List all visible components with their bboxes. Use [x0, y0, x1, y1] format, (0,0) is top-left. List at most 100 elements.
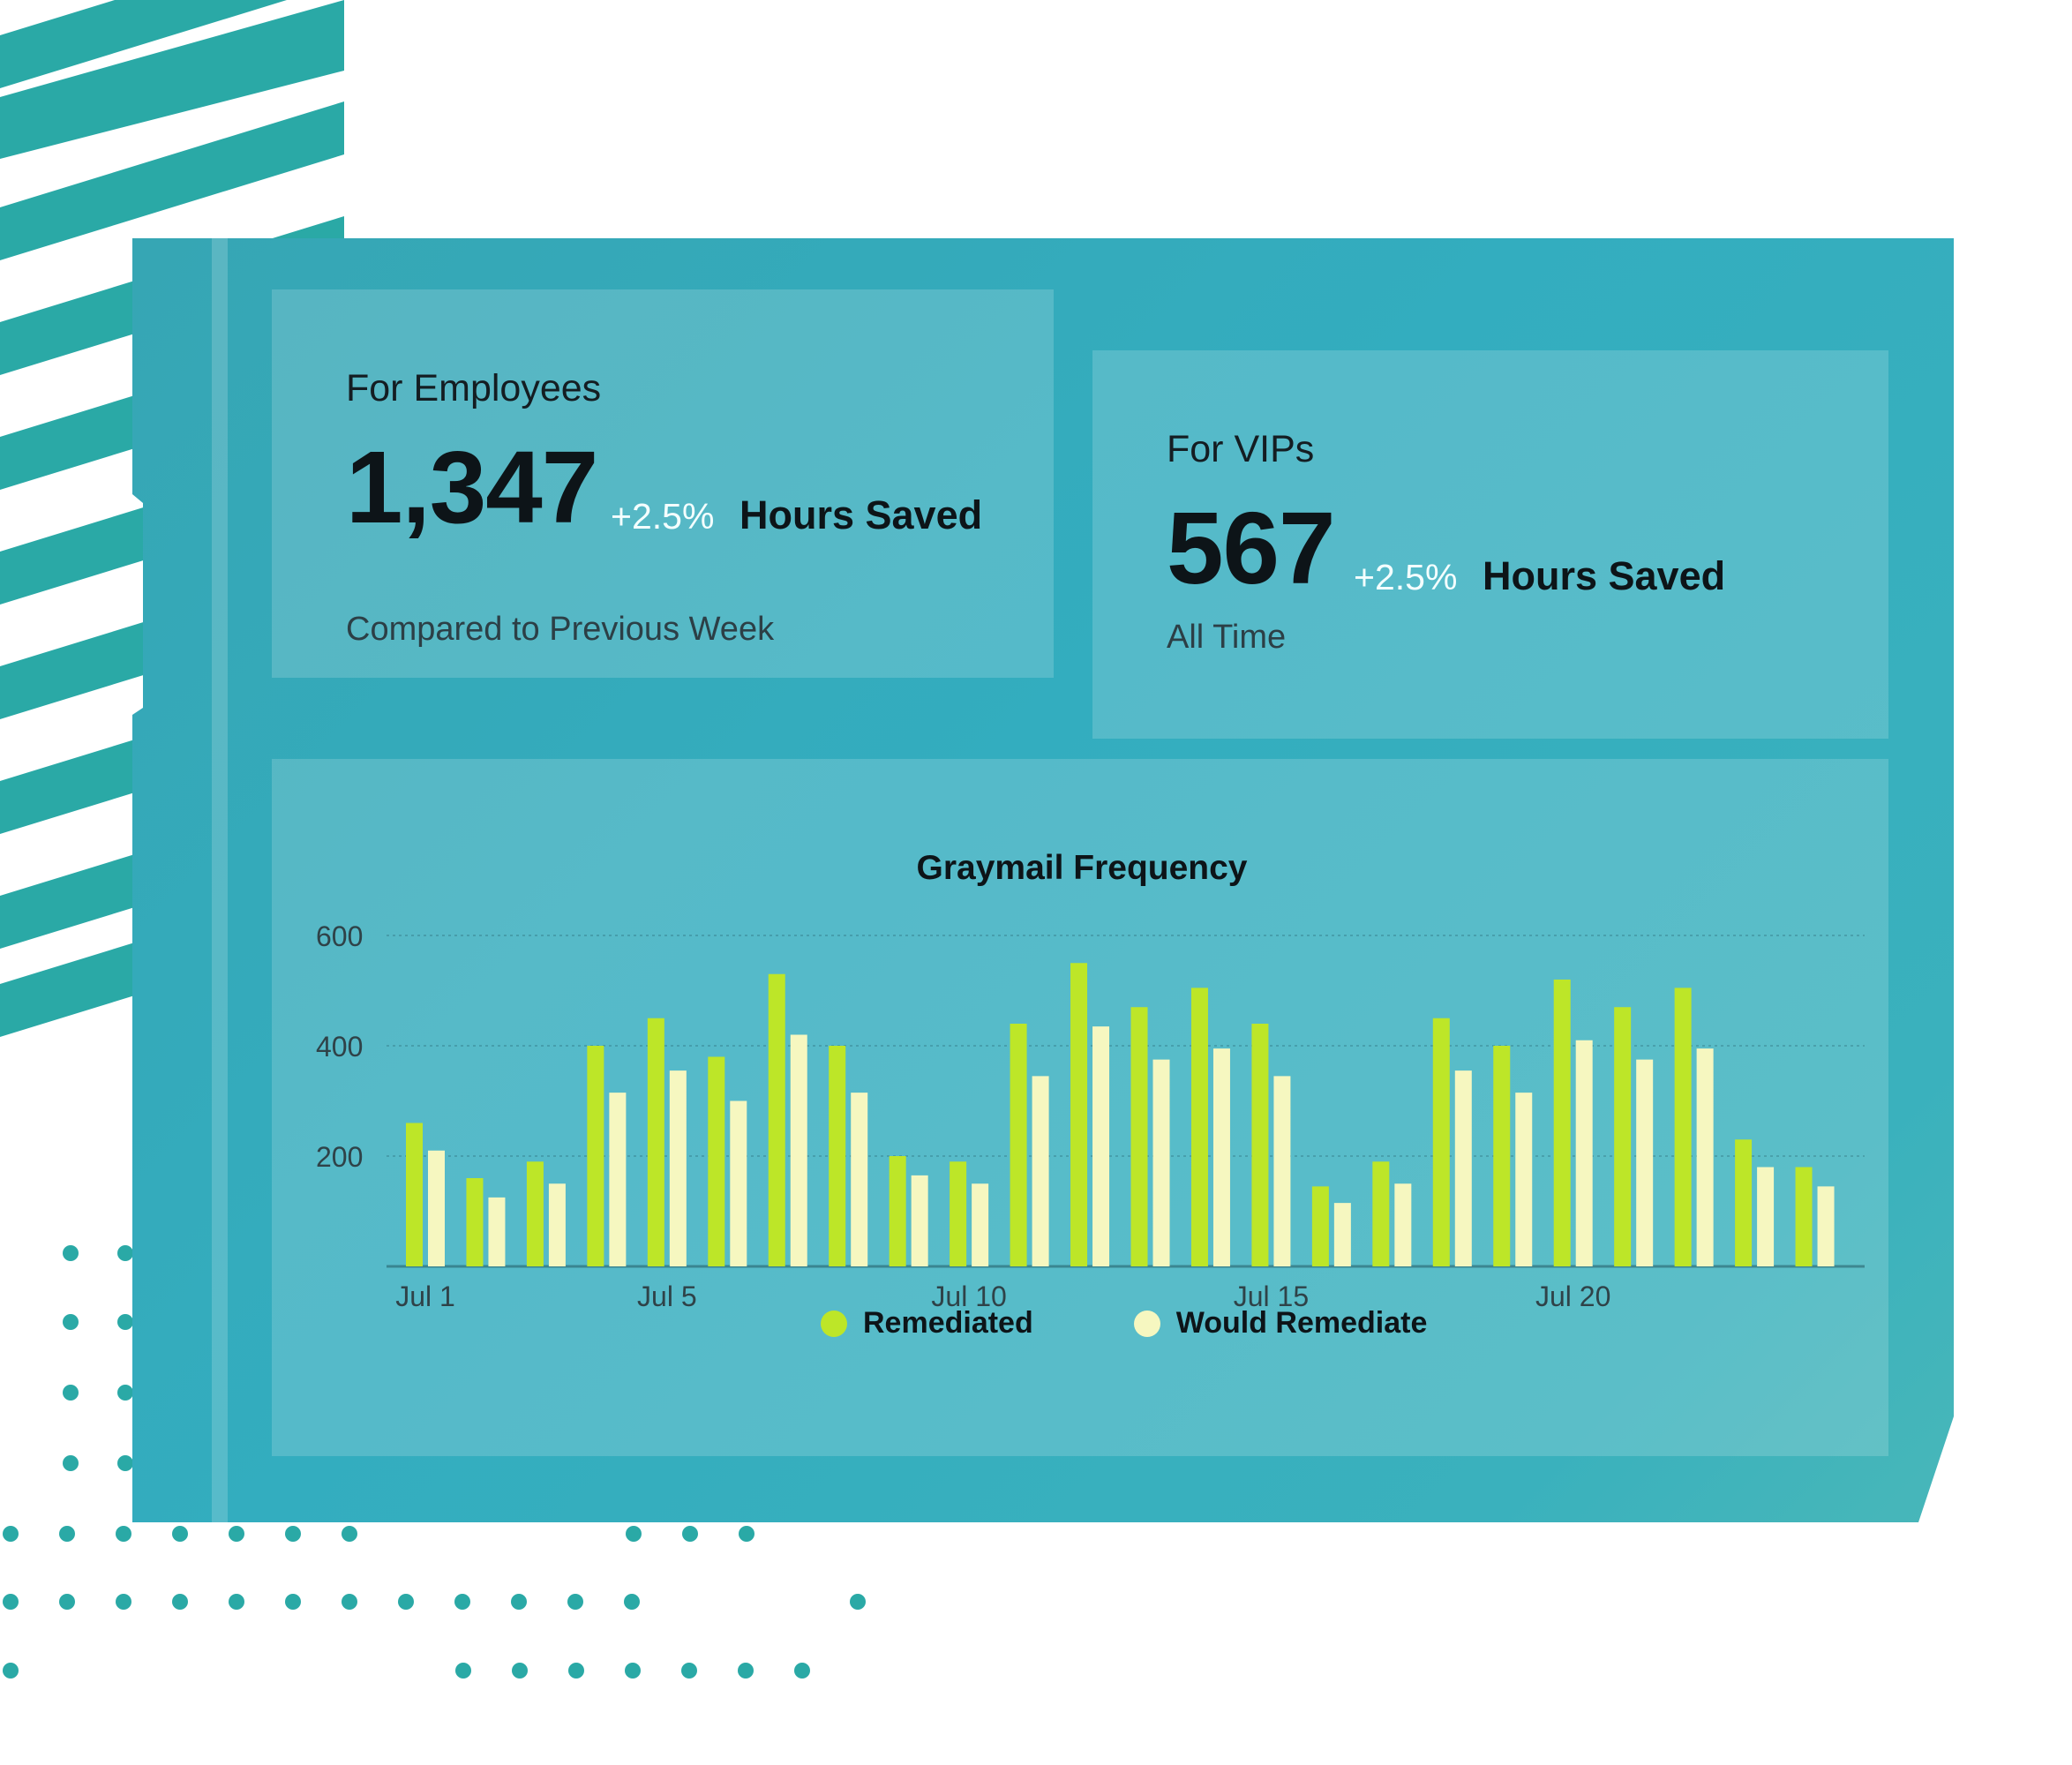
bar-remediated [466, 1178, 484, 1266]
dot [738, 1663, 754, 1679]
bar-would-remediate [1696, 1048, 1714, 1266]
dot [512, 1663, 528, 1679]
dot [285, 1526, 301, 1542]
vips-caption: All Time [1167, 619, 1287, 656]
dot [625, 1663, 641, 1679]
bar-remediated [1735, 1139, 1753, 1266]
dot [116, 1526, 131, 1542]
employees-delta: +2.5% [611, 496, 715, 537]
dot [342, 1526, 357, 1542]
dot [3, 1663, 19, 1679]
dashboard-panel: For Employees 1,347 +2.5% Hours Saved Co… [132, 238, 1954, 1522]
bar-remediated [1010, 1024, 1027, 1266]
dot [117, 1455, 133, 1471]
bar-remediated [1493, 1046, 1511, 1266]
bar-would-remediate [1333, 1203, 1351, 1266]
bar-remediated [587, 1046, 604, 1266]
bar-would-remediate [1152, 1059, 1170, 1266]
x-tick-label: Jul 10 [931, 1281, 1006, 1312]
bar-remediated [1674, 988, 1692, 1266]
bar-remediated [829, 1046, 846, 1266]
dot [739, 1526, 754, 1542]
dot [681, 1663, 697, 1679]
legend-would-remediate-label: Would Remediate [1175, 1306, 1428, 1340]
dot [172, 1526, 188, 1542]
dot [63, 1314, 79, 1330]
employees-unit: Hours Saved [739, 492, 983, 537]
dot [117, 1314, 133, 1330]
bar-remediated [526, 1161, 544, 1266]
bar-would-remediate [548, 1183, 566, 1266]
bar-remediated [1614, 1007, 1632, 1266]
bar-would-remediate [669, 1070, 687, 1266]
graymail-chart: 200 400 600 Jul 1 Jul 5 Jul 10 Jul 15 Jul 20 [316, 920, 1865, 1312]
dot [229, 1594, 244, 1610]
bar-would-remediate [972, 1183, 989, 1266]
bar-remediated [768, 973, 785, 1266]
vips-title: For VIPs [1167, 428, 1315, 470]
dot [59, 1594, 75, 1610]
bar-would-remediate [851, 1093, 868, 1266]
dot [568, 1663, 584, 1679]
bar-would-remediate [1454, 1070, 1472, 1266]
bar-would-remediate [911, 1175, 928, 1266]
bar-would-remediate [1273, 1076, 1291, 1266]
dot [567, 1594, 583, 1610]
dot [850, 1594, 866, 1610]
bar-would-remediate [428, 1150, 445, 1266]
dot [626, 1526, 642, 1542]
bar-remediated [1372, 1161, 1390, 1266]
bar-would-remediate [1575, 1040, 1593, 1266]
legend-would-remediate-swatch [1133, 1310, 1160, 1337]
y-tick-label: 200 [316, 1141, 363, 1173]
dot [511, 1594, 527, 1610]
dot [398, 1594, 414, 1610]
dot [117, 1245, 133, 1261]
dot [229, 1526, 244, 1542]
x-tick-label: Jul 1 [395, 1281, 455, 1312]
bar-would-remediate [1394, 1183, 1412, 1266]
bar-would-remediate [488, 1197, 506, 1266]
dot [117, 1385, 133, 1401]
dot [59, 1526, 75, 1542]
bar-would-remediate [1817, 1186, 1835, 1266]
bar-would-remediate [1515, 1093, 1533, 1266]
chart-card: Graymail Frequency 200 400 600 Jul 1 Jul 5 Ju… [272, 759, 1888, 1456]
employees-value: 1,347 [346, 430, 598, 545]
y-tick-label: 400 [316, 1031, 363, 1063]
employees-title: For Employees [346, 367, 602, 409]
bar-remediated [1251, 1024, 1269, 1266]
bar-remediated [1130, 1007, 1148, 1266]
bar-remediated [950, 1161, 967, 1266]
bar-remediated [406, 1123, 423, 1266]
bar-remediated [1795, 1167, 1813, 1266]
dot [285, 1594, 301, 1610]
bar-would-remediate [1636, 1059, 1654, 1266]
bar-remediated [889, 1156, 906, 1266]
bar-would-remediate [730, 1100, 747, 1266]
dot [455, 1663, 471, 1679]
dot [3, 1594, 19, 1610]
bar-remediated [1070, 963, 1088, 1266]
bar-remediated [1553, 980, 1571, 1266]
bar-would-remediate [1032, 1076, 1049, 1266]
dot [682, 1526, 698, 1542]
chart-legend: Remediated Would Remediate [821, 1306, 1427, 1341]
bar-would-remediate [790, 1034, 807, 1266]
vips-unit: Hours Saved [1483, 553, 1726, 598]
dot [116, 1594, 131, 1610]
dot [3, 1526, 19, 1542]
vips-delta: +2.5% [1354, 557, 1458, 597]
bar-would-remediate [1212, 1048, 1230, 1266]
legend-remediated-label: Remediated [863, 1306, 1033, 1340]
vips-value: 567 [1167, 491, 1336, 605]
x-tick-label: Jul 5 [637, 1281, 697, 1312]
legend-remediated-swatch [821, 1310, 847, 1337]
dot [624, 1594, 640, 1610]
dot [63, 1455, 79, 1471]
dot [63, 1245, 79, 1261]
panel-rail [212, 238, 228, 1522]
x-tick-label: Jul 20 [1535, 1281, 1610, 1312]
bar-remediated [708, 1056, 725, 1266]
bar-remediated [1311, 1186, 1329, 1266]
